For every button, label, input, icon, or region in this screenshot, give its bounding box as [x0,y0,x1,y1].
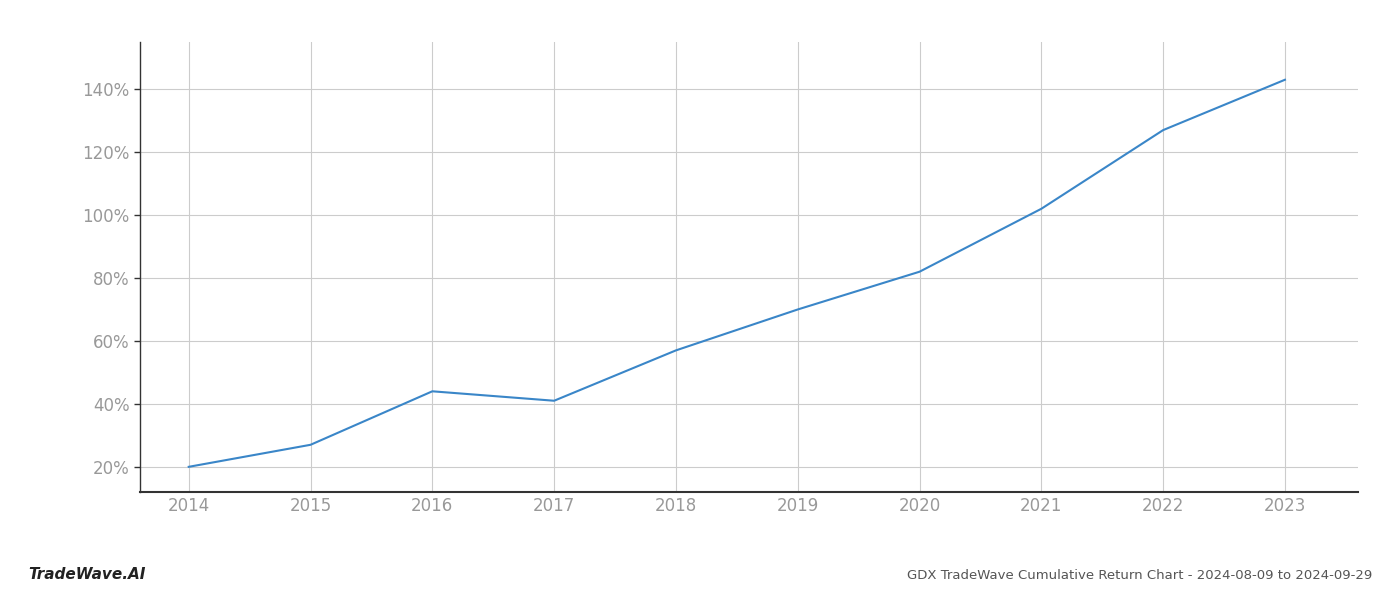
Text: TradeWave.AI: TradeWave.AI [28,567,146,582]
Text: GDX TradeWave Cumulative Return Chart - 2024-08-09 to 2024-09-29: GDX TradeWave Cumulative Return Chart - … [907,569,1372,582]
